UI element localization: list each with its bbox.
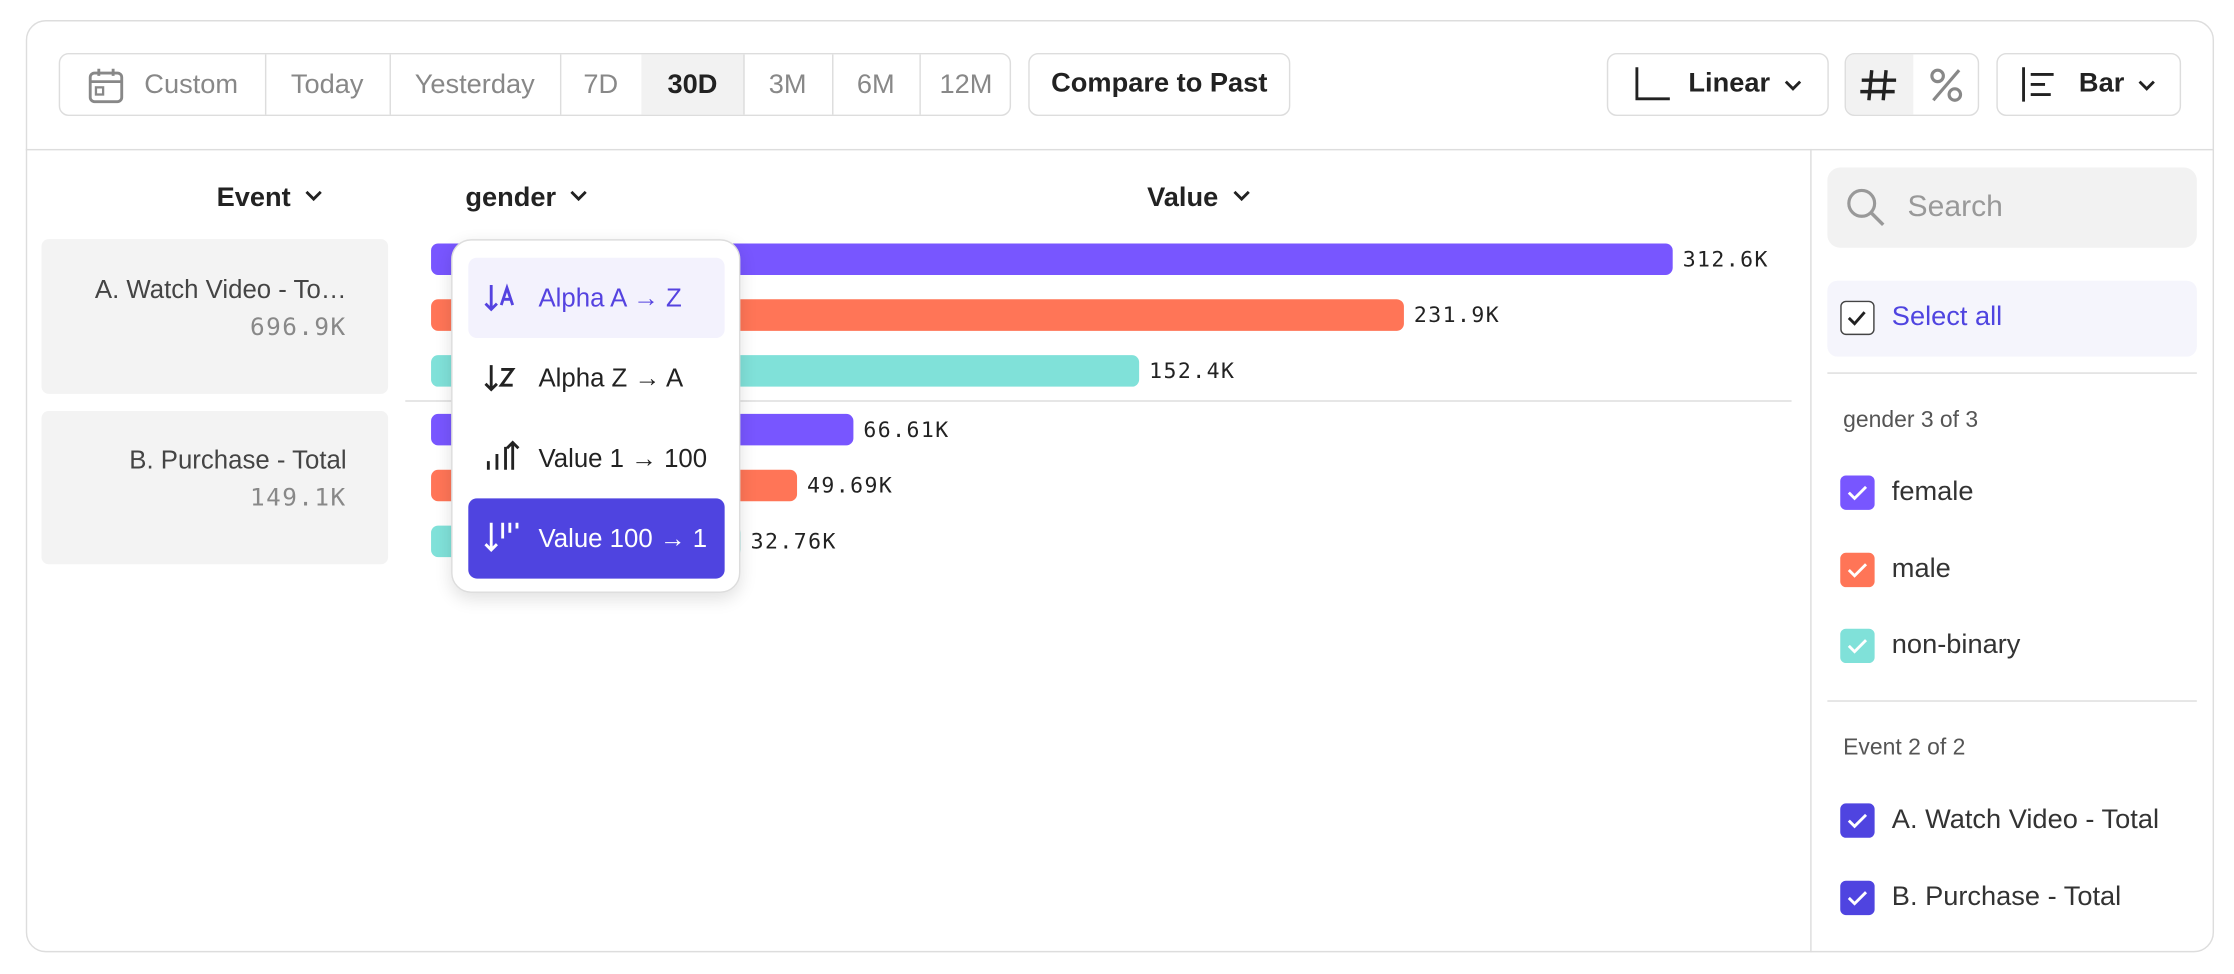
chart-type-label: Bar [2078, 68, 2125, 99]
date-range-button[interactable]: Custom [60, 54, 267, 115]
filter-label: non-binary [1891, 630, 2021, 661]
date-range-button[interactable]: 30D [641, 54, 745, 115]
sort-icon [486, 440, 520, 470]
chevron [1232, 190, 1250, 202]
column-header[interactable]: gender [465, 183, 590, 215]
bar-chart: 312.6K 231.9K 152.4K 66.61K 49.69K 32.76K [405, 243, 1792, 558]
value-label: 152.4K [1149, 359, 1235, 384]
column-header[interactable]: Event [143, 183, 325, 215]
header-label: Event [216, 183, 291, 214]
check [1847, 311, 1866, 326]
checkbox[interactable] [1840, 628, 1875, 664]
divider [25, 148, 2215, 151]
select-all-row[interactable]: Select all [1827, 280, 2197, 357]
bar-icon [2021, 67, 2054, 102]
checkbox[interactable] [1840, 475, 1875, 510]
date-range-button[interactable]: Yesterday [390, 54, 562, 115]
search-placeholder: Search [1907, 190, 2003, 224]
select-all-label: Select all [1891, 302, 2003, 333]
header-label: gender [465, 183, 557, 214]
filter-label: B. Purchase - Total [1891, 881, 2122, 912]
checkbox[interactable] [1840, 552, 1875, 587]
checkbox[interactable] [1840, 880, 1875, 915]
check [1847, 639, 1868, 654]
chevron [305, 190, 322, 202]
check [1847, 813, 1868, 829]
check [1847, 890, 1868, 905]
number-format-toggle [1844, 52, 1980, 117]
filter-label: A. Watch Video - Total [1891, 804, 2160, 835]
calendar-icon [88, 68, 123, 103]
value-label: 49.69K [807, 474, 893, 499]
column-header[interactable]: Value [1147, 183, 1252, 215]
date-range-button[interactable]: 3M [743, 54, 834, 115]
checkbox[interactable] [1840, 300, 1875, 336]
sort-option[interactable]: Alpha A → Z [468, 257, 725, 338]
filter-label: male [1891, 553, 1951, 584]
search-box[interactable]: Search [1827, 167, 2197, 248]
date-range-button[interactable]: 12M [939, 69, 993, 100]
sort-label: Alpha Z → A [538, 363, 684, 392]
date-range-button[interactable]: 7D [560, 54, 644, 115]
event-card: A. Watch Video - To… 696.9K [41, 239, 389, 394]
value-label: 66.61K [863, 418, 949, 443]
chevron [1784, 80, 1802, 91]
event-card: B. Purchase - Total 149.1K [41, 411, 389, 565]
sort-option[interactable]: Value 1 → 100 [468, 418, 724, 498]
filter-heading: gender 3 of 3 [1843, 408, 1979, 433]
value-label: 231.9K [1414, 303, 1500, 328]
date-range-button[interactable]: Today [265, 54, 391, 115]
percent-button[interactable] [1913, 54, 1977, 114]
event-total: 149.1K [250, 484, 347, 513]
divider [1827, 700, 2197, 702]
compare-button[interactable]: Compare to Past [1028, 52, 1291, 117]
sort-label: Value 100 → 1 [538, 523, 708, 553]
chevron [2139, 80, 2156, 91]
sort-option[interactable]: Value 100 → 1 [468, 498, 725, 579]
hash-icon [1860, 70, 1897, 101]
event-total: 696.9K [250, 313, 347, 343]
date-range-button[interactable]: 6M [832, 54, 921, 115]
event-name: A. Watch Video - To… [94, 274, 347, 304]
value-label: 32.76K [751, 529, 837, 554]
date-range-control: Custom Today Yesterday 7D 30D 3M 6M 12M [58, 52, 1012, 117]
sort-label: Value 1 → 100 [538, 443, 708, 472]
card [25, 20, 2215, 953]
divider [1827, 372, 2197, 374]
sort-menu: Alpha A → Z Alpha Z → A Value 1 → 100 Va… [451, 239, 741, 593]
check [1847, 485, 1868, 501]
filter-heading: Event 2 of 2 [1843, 736, 1966, 761]
header-label: Value [1147, 183, 1219, 214]
axis-icon [1635, 67, 1670, 101]
divider [1810, 148, 1812, 953]
sort-label: Alpha A → Z [538, 282, 682, 312]
sort-icon [484, 365, 516, 392]
search-icon [1847, 188, 1885, 227]
percent-icon [1930, 68, 1963, 102]
bar [431, 243, 1673, 275]
checkbox[interactable] [1840, 803, 1875, 838]
event-name: B. Purchase - Total [129, 445, 347, 475]
count-button[interactable] [1845, 54, 1914, 115]
scale-label: Linear [1688, 68, 1771, 99]
check [1847, 562, 1868, 578]
filter-label: female [1891, 476, 1974, 507]
chevron [570, 190, 588, 202]
sort-icon [484, 522, 519, 552]
value-label: 312.6K [1683, 247, 1769, 272]
chart-type-dropdown[interactable]: Bar [1996, 52, 2182, 117]
sort-icon [484, 283, 515, 312]
date-range-label: Custom [144, 69, 239, 100]
scale-dropdown[interactable]: Linear [1606, 52, 1829, 117]
sort-option[interactable]: Alpha Z → A [468, 338, 724, 418]
